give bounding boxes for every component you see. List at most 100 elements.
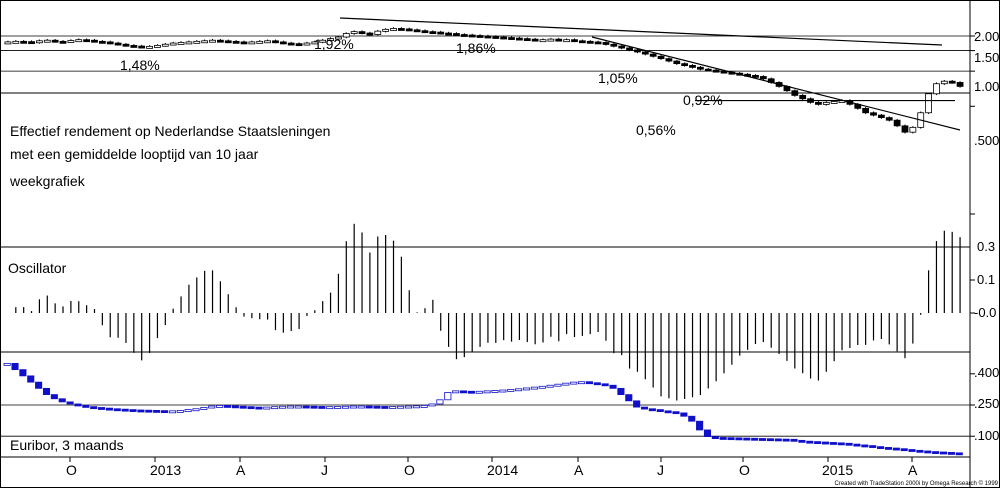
euribor-bar-70	[554, 383, 562, 387]
candle-body-54	[429, 31, 437, 35]
euribor-bar-37	[294, 405, 302, 409]
euribor-bar-18	[145, 409, 153, 413]
euribor-bar-20	[160, 410, 169, 414]
euribor-bar-1	[11, 362, 19, 371]
candle-body-47	[374, 30, 382, 35]
candle-body-37	[295, 43, 303, 47]
labels: Effectief rendement op Nederlandse Staat…	[8, 29, 999, 487]
candle-body-115	[909, 126, 917, 133]
x-tick-a-2: A	[574, 462, 584, 478]
candle-body-62	[492, 36, 500, 39]
candle-body-81	[641, 51, 649, 55]
euribor-bar-61	[483, 390, 491, 394]
candle-body-45	[358, 31, 366, 35]
euribor-bar-66	[522, 387, 531, 391]
price-title: Effectief rendement op Nederlandse Staat…	[10, 123, 330, 139]
candle-body-12	[98, 40, 106, 44]
candle-body-119	[940, 80, 948, 85]
euribor-bar-63	[499, 389, 507, 393]
euribor-bar-82	[648, 408, 656, 412]
candle-body-4	[36, 40, 43, 44]
euribor-bar-33	[263, 406, 271, 410]
euribor-bar-101	[798, 439, 806, 443]
annotation-4: 1,05%	[598, 70, 638, 86]
euribor-bar-50	[397, 405, 405, 409]
euribor-bar-111	[877, 446, 885, 450]
euribor-bar-116	[916, 449, 924, 453]
euribor-bar-60	[475, 390, 483, 394]
annotation-3: 1,86%	[456, 40, 496, 56]
euribor-bar-35	[279, 405, 287, 409]
candle-body-101	[799, 94, 807, 100]
candle-body-49	[390, 28, 397, 31]
candle-body-63	[500, 36, 508, 40]
euribor-bar-74	[585, 381, 593, 385]
candle-body-52	[413, 29, 421, 33]
euribor-bar-99	[782, 438, 790, 442]
candle-body-69	[547, 38, 555, 42]
euribor-bar-32	[255, 406, 263, 410]
candle-body-118	[933, 83, 940, 95]
euribor-bar-93	[735, 437, 743, 441]
candle-body-24	[193, 40, 201, 44]
euribor-bar-89	[703, 429, 712, 438]
candle-body-42	[335, 36, 342, 40]
euribor-bar-58	[459, 390, 468, 394]
candle-body-41	[327, 38, 334, 42]
euribor-bar-117	[924, 450, 932, 454]
euribor-bar-38	[302, 405, 310, 409]
candle-body-71	[563, 39, 571, 43]
euribor-bar-52	[412, 405, 420, 409]
euribor-bar-8	[66, 401, 74, 405]
eur-tick-0.250: .250	[974, 396, 999, 411]
euribor-bar-39	[310, 405, 318, 409]
euribor-bar-86	[680, 412, 688, 417]
euribor-bar-30	[239, 405, 247, 409]
euribor-bar-69	[546, 384, 554, 388]
candle-body-50	[397, 28, 405, 31]
euribor-bar-75	[593, 382, 601, 386]
candle-body-96	[759, 76, 767, 80]
candle-body-113	[893, 119, 901, 127]
candle-body-80	[634, 49, 641, 53]
annotation-5: 0,92%	[683, 92, 723, 108]
candle-body-66	[523, 38, 531, 42]
candle-body-72	[571, 39, 578, 43]
euribor-bar-25	[200, 407, 208, 410]
euribor-bar-4	[35, 381, 43, 389]
annotation-1: 1,48%	[120, 57, 160, 73]
candle-body-67	[531, 38, 539, 42]
euribor-bar-104	[821, 441, 830, 445]
candle-body-103	[815, 101, 822, 105]
candle-body-20	[161, 43, 169, 47]
euribor-bar-68	[538, 385, 546, 389]
candle-body-110	[870, 112, 877, 116]
euribor-bar-27	[216, 405, 224, 408]
x-tick-a-1: A	[236, 462, 246, 478]
euribor-bar-36	[286, 405, 294, 409]
candle-body-11	[91, 39, 98, 43]
euribor-bar-13	[105, 407, 113, 411]
euribor-bar-11	[90, 406, 98, 410]
candle-body-0	[4, 41, 12, 45]
x-tick-o-2: O	[404, 462, 415, 478]
candle-body-27	[217, 39, 224, 43]
x-tick-o-3: O	[739, 462, 750, 478]
euribor-bar-85	[672, 411, 680, 415]
euribor-bar-21	[168, 410, 176, 414]
candle-body-19	[154, 45, 161, 48]
footer-credit: Created with TradeStation 2000i by Omega…	[834, 480, 998, 487]
candle-body-74	[586, 40, 594, 44]
euribor-bar-51	[404, 405, 413, 409]
candle-body-91	[720, 70, 728, 74]
euribor-bar-112	[884, 447, 893, 450]
euribor-bar-44	[349, 405, 357, 409]
euribor-bar-47	[373, 405, 381, 409]
candle-body-40	[319, 39, 327, 43]
euribor-bar-45	[357, 405, 365, 409]
candle-body-22	[177, 42, 185, 45]
annotation-2: 1,92%	[314, 36, 354, 52]
eur-tick-0.100: .100	[974, 428, 999, 443]
